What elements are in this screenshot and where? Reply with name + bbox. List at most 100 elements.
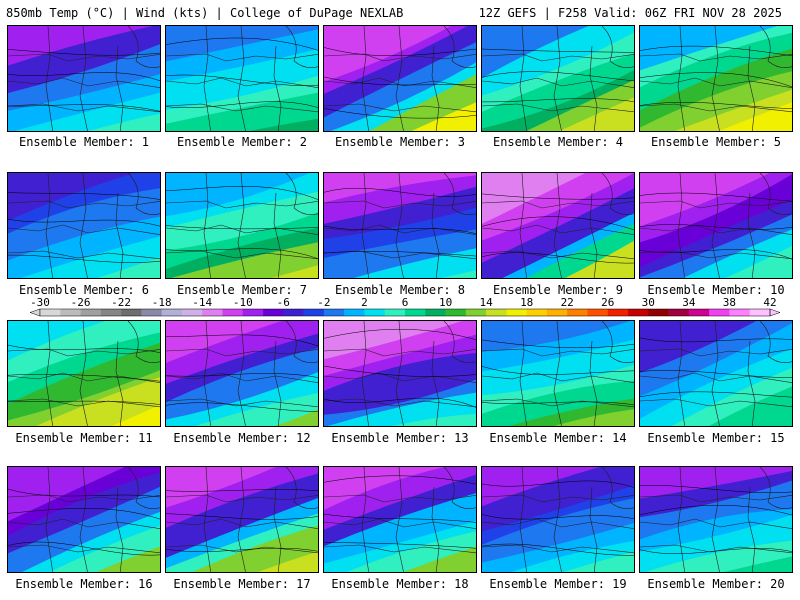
state-boundary [273,192,282,278]
temperature-field [482,26,634,131]
member-label: Ensemble Member: 11 [15,431,153,445]
isobar [324,513,476,523]
isobar [8,344,160,353]
isobar [166,334,318,347]
state-boundary [482,53,634,62]
isobar [640,370,792,378]
colorbar-swatch [364,309,386,316]
state-boundary [482,544,634,554]
state-boundary [482,348,634,357]
temperature-band [166,26,318,62]
colorbar-swatch [263,309,284,316]
temperature-band [166,173,318,217]
isobar [166,101,318,108]
colorbar-swatch [222,309,244,316]
isobar [166,489,318,492]
isobar [324,251,476,257]
isobar [8,104,160,112]
state-boundary [553,321,562,426]
colorbar-arrow-right [769,308,781,317]
colorbar-tick-label: 18 [520,296,533,309]
state-boundary [166,103,318,113]
colorbar-tick-label: 26 [601,296,614,309]
colorbar-tick-label: 30 [642,296,655,309]
colorbar-swatch [749,309,771,316]
state-boundary [553,26,562,131]
colorbar-tick-label: -14 [192,296,212,309]
state-boundary [361,26,370,131]
ensemble-member-map [323,320,477,427]
member-label: Ensemble Member: 8 [334,283,466,297]
colorbar-tick-label: -30 [30,296,50,309]
isobar [166,373,318,378]
state-boundary [711,467,720,572]
isobar [482,339,634,349]
state-boundary [324,103,476,113]
colorbar-swatch [465,309,487,316]
temperature-band [324,26,476,82]
state-boundary [601,321,634,363]
state-boundary [677,321,686,426]
colorbar-swatch [486,309,507,316]
temperature-band [324,467,476,510]
member-label: Ensemble Member: 17 [173,577,311,591]
state-boundary [759,321,792,363]
ensemble-member-map [323,172,477,279]
isobar [8,508,160,520]
isobar [8,192,160,200]
temperature-field [8,321,160,426]
colorbar-arrow-left [29,308,41,317]
isobar [640,505,792,516]
colorbar-tick-label: -26 [71,296,91,309]
colorbar-swatch [181,309,203,316]
ensemble-member-map [165,320,319,427]
temperature-field [166,173,318,278]
state-boundary [747,45,756,131]
colorbar-swatch [242,309,264,316]
member-label: Ensemble Member: 3 [334,135,466,149]
state-boundary [166,200,318,209]
state-boundary [431,486,440,572]
state-boundary [640,544,792,554]
isobar [8,541,160,556]
map-title: 850mb Temp (°C) | Wind (kts) | College o… [6,6,404,20]
state-boundary [640,348,792,357]
ensemble-member-map [481,25,635,132]
isobar [482,216,634,231]
state-boundary [482,372,634,383]
state-boundary [8,53,160,62]
state-boundary [601,173,634,215]
isobar [8,49,160,56]
isobar [482,48,634,53]
state-boundary [324,77,476,88]
state-boundary [166,250,318,260]
colorbar-swatch [60,309,81,316]
state-boundary [759,467,792,509]
state-boundary [640,372,792,383]
isobar [324,397,476,408]
colorbar-swatch [40,309,61,316]
colorbar-swatch [526,309,548,316]
state-boundary [482,518,634,529]
state-boundary [395,321,404,426]
member-label: Ensemble Member: 4 [492,135,624,149]
isobar [482,543,634,556]
state-boundary [285,173,318,215]
state-boundary [45,173,54,278]
state-boundary [677,467,686,572]
colorbar-tick-label: -18 [152,296,172,309]
isobar [324,47,476,56]
ensemble-member-map [7,25,161,132]
state-boundary [747,192,756,278]
state-boundary [759,26,792,68]
state-boundary [285,26,318,68]
isobar [640,485,792,493]
temperature-band [482,467,634,507]
temperature-field [8,26,160,131]
temperature-band [324,321,476,360]
state-boundary [747,486,756,572]
colorbar-swatch [688,309,710,316]
state-boundary [677,173,686,278]
state-boundary [482,250,634,260]
colorbar-swatch [283,309,304,316]
